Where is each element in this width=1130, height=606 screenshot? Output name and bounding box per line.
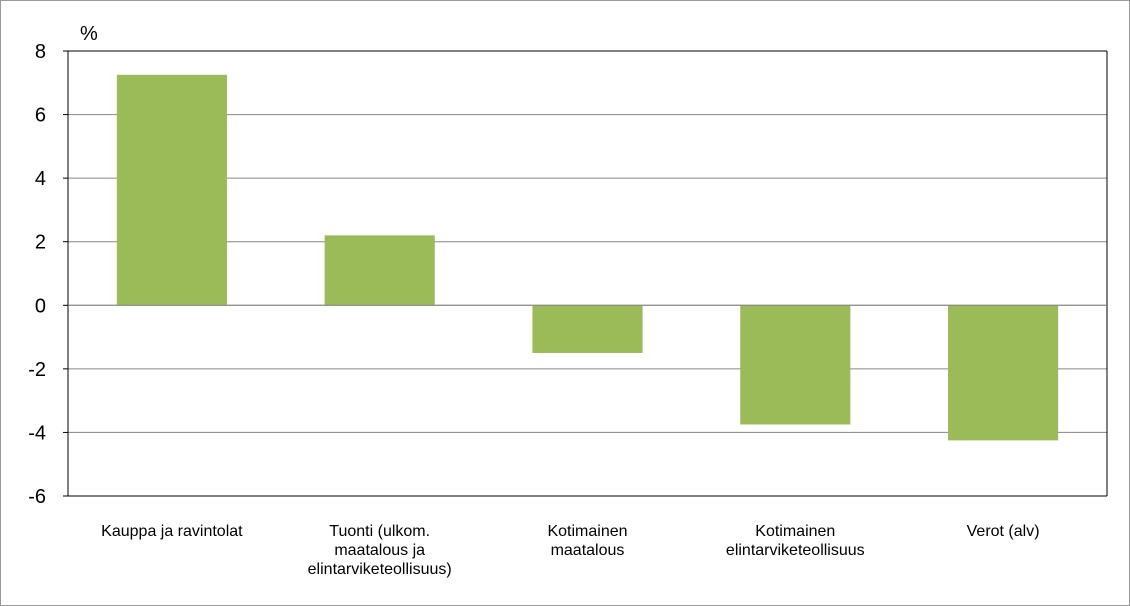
category-label-line: maatalous <box>551 542 625 559</box>
category-label-line: Kotimainen <box>547 523 627 540</box>
category-label: Kotimainen elintarviketeollisuus <box>726 523 865 559</box>
bar <box>532 305 642 353</box>
bar <box>948 305 1058 440</box>
y-axis-unit-label: % <box>80 23 98 45</box>
bar <box>740 305 850 424</box>
category-label-line: Kauppa ja ravintolat <box>101 523 243 540</box>
y-tick-label: -2 <box>28 359 46 381</box>
bar <box>325 235 435 305</box>
category-label-line: Tuonti (ulkom. <box>329 523 430 540</box>
category-label-line: Verot (alv) <box>967 523 1040 540</box>
category-label: Kotimainen maatalous <box>547 523 627 559</box>
y-tick-label: 0 <box>35 295 46 317</box>
y-tick-label: 6 <box>35 105 46 127</box>
category-label: Verot (alv) <box>967 523 1040 540</box>
y-tick-label: -4 <box>28 422 46 444</box>
category-label: Kauppa ja ravintolat <box>101 523 243 540</box>
y-tick-label: 8 <box>35 41 46 63</box>
bars <box>117 75 1058 441</box>
category-label-line: elintarviketeollisuus) <box>308 561 452 578</box>
y-tick-label: -6 <box>28 486 46 508</box>
category-label-line: elintarviketeollisuus <box>726 542 865 559</box>
y-tick-label: 2 <box>35 232 46 254</box>
category-label-line: maatalous ja <box>334 542 425 559</box>
category-labels: Kauppa ja ravintolat Tuonti (ulkom. maatal… <box>101 523 1039 578</box>
y-tick-labels: 8 6 4 2 0 -2 -4 -6 <box>28 41 46 508</box>
category-label-line: Kotimainen <box>755 523 835 540</box>
y-tick-label: 4 <box>35 168 46 190</box>
category-label: Tuonti (ulkom. maatalous ja elintarviketeo… <box>308 523 452 578</box>
bar <box>117 75 227 305</box>
